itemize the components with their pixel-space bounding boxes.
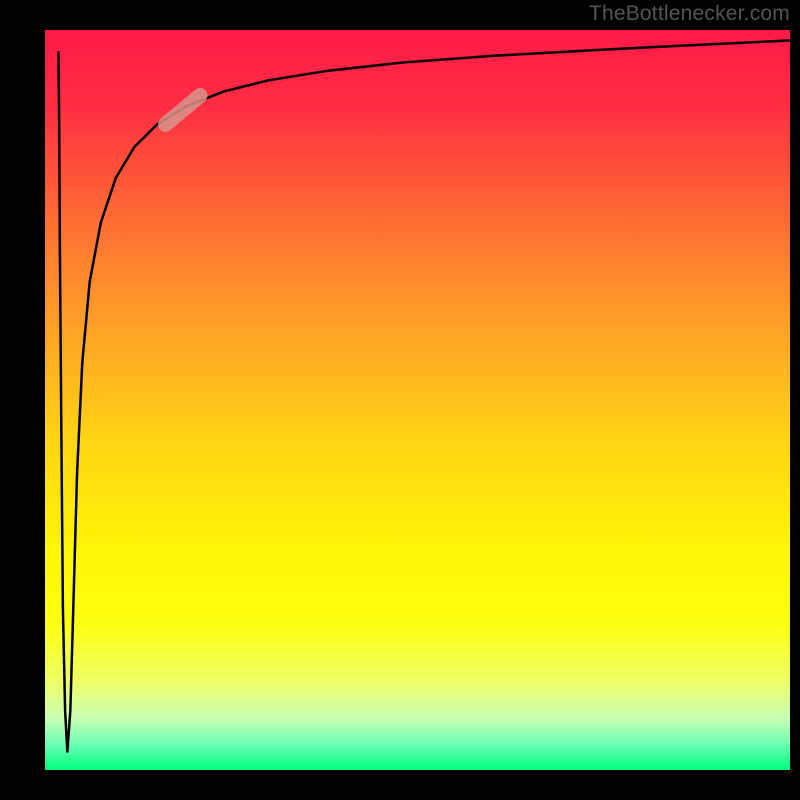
bottleneck-curve: [58, 40, 790, 751]
attribution-text: TheBottlenecker.com: [589, 2, 790, 26]
bottleneck-curve-layer: [45, 30, 790, 770]
chart-plot-area: [45, 30, 790, 770]
highlight-marker: [155, 85, 211, 135]
